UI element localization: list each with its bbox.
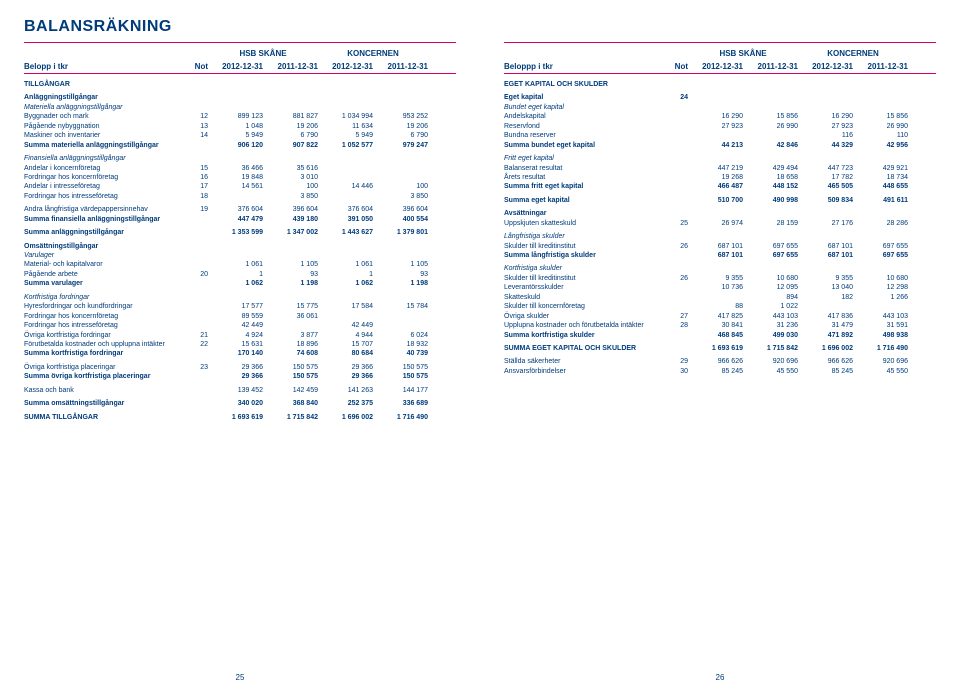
subsection-kortfristiga-skulder: Kortfristiga skulder (504, 264, 664, 273)
table-row: Skulder till koncernföretag881 022 (504, 302, 936, 311)
table-row: Andelskapital16 29015 85616 29015 856 (504, 112, 936, 121)
left-table: TILLGÅNGAR Anläggningstillgångar Materie… (24, 80, 456, 422)
hdr-not: Not (664, 62, 688, 71)
subsection-finansiella: Finansiella anläggningstillgångar (24, 154, 184, 163)
table-row: Maskiner och inventarier145 9496 7905 94… (24, 131, 456, 140)
accent-divider (504, 42, 936, 43)
left-page: BALANSRÄKNING HSB SKÅNE KONCERNEN Belopp… (0, 0, 480, 690)
hdr-belopp: Belopp i tkr (24, 62, 184, 71)
group-hsb: HSB SKÅNE (208, 49, 318, 58)
table-row: Fordringar hos koncernföretag89 55936 06… (24, 312, 456, 321)
page: BALANSRÄKNING HSB SKÅNE KONCERNEN Belopp… (0, 0, 960, 690)
table-row: Balanserat resultat447 219429 494447 723… (504, 164, 936, 173)
group-header-row-right: HSB SKÅNE KONCERNEN (504, 49, 936, 58)
hdr-c4: 2011-12-31 (853, 62, 908, 71)
table-row: Summa kortfristiga skulder468 845499 030… (504, 331, 936, 340)
table-row: Andelar i koncernföretag1536 46635 616 (24, 164, 456, 173)
table-row: Pågående arbete20193193 (24, 270, 456, 279)
hdr-c2: 2011-12-31 (263, 62, 318, 71)
right-table: EGET KAPITAL OCH SKULDER Eget kapital24 … (504, 80, 936, 376)
accent-divider (24, 73, 456, 74)
subsection-varulager: Varulager (24, 251, 184, 260)
subsection-kortfristiga-fordringar: Kortfristiga fordringar (24, 293, 184, 302)
section-ek: Eget kapital (504, 93, 664, 102)
table-row: Leverantörsskulder10 73612 09513 04012 2… (504, 283, 936, 292)
table-row: Material- och kapitalvaror1 0611 1051 06… (24, 260, 456, 269)
accent-divider (504, 73, 936, 74)
subsection-materiella: Materiella anläggningstillgångar (24, 103, 184, 112)
table-row: Byggnader och mark12899 123881 8271 034 … (24, 112, 456, 121)
table-row: Skulder till kreditinstitut26687 101697 … (504, 242, 936, 251)
table-row: Fordringar hos koncernföretag1619 8483 0… (24, 173, 456, 182)
section-anlaggning: Anläggningstillgångar (24, 93, 184, 102)
page-number-left: 25 (236, 673, 245, 682)
table-row: Fordringar hos intresseföretag183 8503 8… (24, 192, 456, 201)
section-eks: EGET KAPITAL OCH SKULDER (504, 80, 664, 89)
subsection-bundet-ek: Bundet eget kapital (504, 103, 664, 112)
table-row: Summa kortfristiga fordringar170 14074 6… (24, 349, 456, 358)
table-row: Andelar i intresseföretag1714 56110014 4… (24, 182, 456, 191)
group-kon: KONCERNEN (318, 49, 428, 58)
table-row: Övriga kortfristiga fordringar214 9243 8… (24, 331, 456, 340)
hdr-c1: 2012-12-31 (208, 62, 263, 71)
table-row: Summa anläggningstillgångar1 353 5991 34… (24, 228, 456, 237)
group-hsb: HSB SKÅNE (688, 49, 798, 58)
table-row: Upplupna kostnader och förutbetalda intä… (504, 321, 936, 330)
group-kon: KONCERNEN (798, 49, 908, 58)
hdr-c1: 2012-12-31 (688, 62, 743, 71)
column-header-row-right: Beloppp i tkr Not 2012-12-31 2011-12-31 … (504, 62, 936, 71)
table-row: Summa omsättningstillgångar340 020368 84… (24, 399, 456, 408)
table-row: Summa bundet eget kapital44 21342 84644 … (504, 141, 936, 150)
table-row: Fordringar hos intresseföretag42 44942 4… (24, 321, 456, 330)
table-row: Reservfond27 92326 99027 92326 990 (504, 122, 936, 131)
table-row: Förutbetalda kostnader och upplupna intä… (24, 340, 456, 349)
hdr-c3: 2012-12-31 (798, 62, 853, 71)
column-header-row-left: Belopp i tkr Not 2012-12-31 2011-12-31 2… (24, 62, 456, 71)
table-row: Summa fritt eget kapital466 487448 15246… (504, 182, 936, 191)
hdr-c4: 2011-12-31 (373, 62, 428, 71)
table-row: Bundna reserver116110 (504, 131, 936, 140)
accent-divider (24, 42, 456, 43)
table-row: Ansvarsförbindelser3085 24545 55085 2454… (504, 367, 936, 376)
hdr-c3: 2012-12-31 (318, 62, 373, 71)
table-row: Summa långfristiga skulder687 101697 655… (504, 251, 936, 260)
table-row: SUMMA EGET KAPITAL OCH SKULDER1 693 6191… (504, 344, 936, 353)
hdr-belopp: Beloppp i tkr (504, 62, 664, 71)
section-avsattningar: Avsättningar (504, 209, 664, 218)
table-row: Andra långfristiga värdepappersinnehav19… (24, 205, 456, 214)
table-row: Summa varulager1 0621 1981 0621 198 (24, 279, 456, 288)
right-page: HSB SKÅNE KONCERNEN Beloppp i tkr Not 20… (480, 0, 960, 690)
table-row: Övriga kortfristiga placeringar2329 3661… (24, 363, 456, 372)
hdr-c2: 2011-12-31 (743, 62, 798, 71)
table-row: Summa eget kapital510 700490 998509 8344… (504, 196, 936, 205)
table-row: Kassa och bank139 452142 459141 263144 1… (24, 386, 456, 395)
section-tillgangar: TILLGÅNGAR (24, 80, 184, 89)
group-header-row-left: HSB SKÅNE KONCERNEN (24, 49, 456, 58)
table-row: Övriga skulder27417 825443 103417 836443… (504, 312, 936, 321)
subsection-fritt-ek: Fritt eget kapital (504, 154, 664, 163)
table-row: Årets resultat19 26818 65817 78218 734 (504, 173, 936, 182)
page-title: BALANSRÄKNING (24, 18, 456, 36)
section-oms: Omsättningstillgångar (24, 242, 184, 251)
table-row: Skulder till kreditinstitut269 35510 680… (504, 274, 936, 283)
subsection-langfristiga-skulder: Långfristiga skulder (504, 232, 664, 241)
table-row: SUMMA TILLGÅNGAR1 693 6191 715 8421 696 … (24, 413, 456, 422)
table-row: Summa övriga kortfristiga placeringar29 … (24, 372, 456, 381)
table-row: Uppskjuten skatteskuld2526 97428 15927 1… (504, 219, 936, 228)
page-number-right: 26 (716, 673, 725, 682)
table-row: Summa materiella anläggningstillgångar90… (24, 141, 456, 150)
table-row: Ställda säkerheter29966 626920 696966 62… (504, 357, 936, 366)
table-row: Summa finansiella anläggningstillgångar4… (24, 215, 456, 224)
table-row: Skatteskuld8941821 266 (504, 293, 936, 302)
table-row: Hyresfordringar och kundfordringar17 577… (24, 302, 456, 311)
hdr-not: Not (184, 62, 208, 71)
table-row: Pågående nybyggnation131 04819 20611 634… (24, 122, 456, 131)
